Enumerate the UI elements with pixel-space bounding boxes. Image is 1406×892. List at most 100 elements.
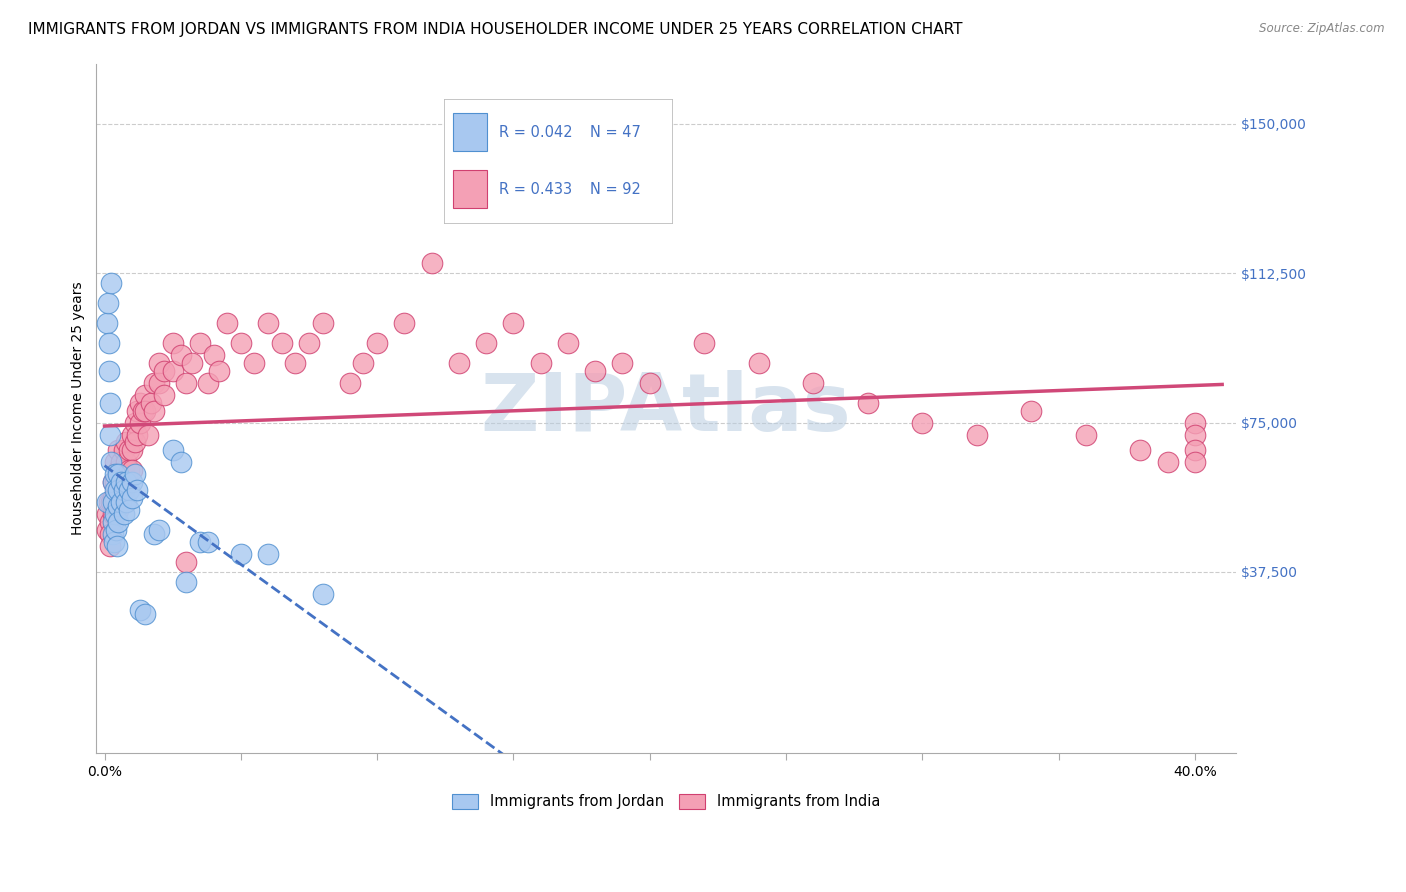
Point — [101, 475, 124, 490]
Point — [98, 515, 121, 529]
Point — [104, 467, 127, 482]
Text: Source: ZipAtlas.com: Source: ZipAtlas.com — [1260, 22, 1385, 36]
Point — [124, 435, 146, 450]
Point — [118, 503, 141, 517]
Point — [270, 335, 292, 350]
Point — [638, 376, 661, 390]
Point — [142, 376, 165, 390]
Point — [121, 463, 143, 477]
Point — [176, 574, 198, 589]
Point — [103, 527, 125, 541]
Point — [98, 539, 121, 553]
Point — [134, 387, 156, 401]
Point — [583, 364, 606, 378]
Point — [107, 503, 129, 517]
Point — [1074, 427, 1097, 442]
Point — [118, 483, 141, 498]
Point — [284, 356, 307, 370]
Point — [107, 483, 129, 498]
Point — [502, 316, 524, 330]
Point — [188, 335, 211, 350]
Point — [112, 443, 135, 458]
Point — [107, 515, 129, 529]
Point — [115, 495, 138, 509]
Point — [100, 495, 122, 509]
Point — [121, 427, 143, 442]
Point — [557, 335, 579, 350]
Point — [96, 495, 118, 509]
Point — [148, 356, 170, 370]
Point — [107, 443, 129, 458]
Point — [311, 587, 333, 601]
Point — [101, 491, 124, 506]
Point — [110, 455, 132, 469]
Point — [98, 364, 121, 378]
Point — [447, 356, 470, 370]
Point — [100, 455, 122, 469]
Point — [103, 535, 125, 549]
Point — [101, 475, 124, 490]
Point — [202, 348, 225, 362]
Point — [170, 348, 193, 362]
Point — [129, 416, 152, 430]
Point — [104, 475, 127, 490]
Point — [134, 607, 156, 621]
Point — [394, 316, 416, 330]
Point — [148, 376, 170, 390]
Point — [142, 527, 165, 541]
Point — [97, 335, 120, 350]
Point — [98, 427, 121, 442]
Point — [110, 495, 132, 509]
Point — [96, 507, 118, 521]
Point — [148, 523, 170, 537]
Point — [180, 356, 202, 370]
Point — [124, 416, 146, 430]
Point — [217, 316, 239, 330]
Point — [98, 527, 121, 541]
Point — [162, 335, 184, 350]
Point — [693, 335, 716, 350]
Point — [229, 547, 252, 561]
Point — [115, 455, 138, 469]
Point — [1184, 416, 1206, 430]
Point — [420, 256, 443, 270]
Point — [229, 335, 252, 350]
Point — [366, 335, 388, 350]
Point — [475, 335, 498, 350]
Point — [188, 535, 211, 549]
Point — [96, 523, 118, 537]
Point — [115, 475, 138, 490]
Point — [107, 467, 129, 482]
Point — [1021, 403, 1043, 417]
Point — [127, 483, 149, 498]
Point — [104, 455, 127, 469]
Point — [127, 403, 149, 417]
Point — [134, 403, 156, 417]
Point — [153, 364, 176, 378]
Point — [107, 463, 129, 477]
Point — [353, 356, 375, 370]
Point — [311, 316, 333, 330]
Point — [131, 403, 153, 417]
Point — [176, 376, 198, 390]
Point — [197, 376, 219, 390]
Y-axis label: Householder Income Under 25 years: Householder Income Under 25 years — [72, 282, 86, 535]
Point — [110, 475, 132, 490]
Text: ZIPAtlas: ZIPAtlas — [481, 369, 852, 448]
Point — [139, 395, 162, 409]
Point — [298, 335, 321, 350]
Point — [104, 507, 127, 521]
Point — [97, 495, 120, 509]
Point — [96, 316, 118, 330]
Point — [104, 507, 127, 521]
Point — [115, 435, 138, 450]
Point — [118, 463, 141, 477]
Point — [127, 427, 149, 442]
Point — [162, 364, 184, 378]
Point — [208, 364, 231, 378]
Point — [257, 316, 280, 330]
Point — [101, 495, 124, 509]
Point — [121, 443, 143, 458]
Point — [966, 427, 988, 442]
Point — [136, 427, 159, 442]
